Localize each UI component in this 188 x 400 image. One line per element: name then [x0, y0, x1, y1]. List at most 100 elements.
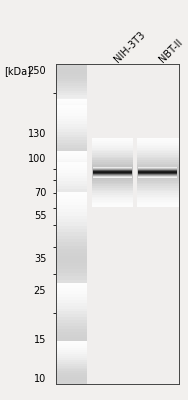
- Bar: [56, 66, 87, 69]
- Bar: [56, 180, 87, 183]
- Bar: [56, 206, 87, 208]
- Bar: [56, 373, 87, 375]
- Bar: [56, 57, 87, 59]
- Bar: [56, 28, 87, 30]
- Bar: [92, 198, 133, 200]
- Bar: [56, 103, 87, 104]
- Bar: [56, 175, 87, 178]
- Bar: [56, 334, 87, 338]
- Bar: [137, 186, 179, 188]
- Bar: [56, 387, 87, 389]
- Bar: [137, 200, 179, 202]
- Bar: [56, 243, 87, 246]
- Bar: [56, 300, 87, 303]
- Bar: [56, 120, 87, 122]
- Bar: [56, 210, 87, 212]
- Bar: [56, 110, 87, 113]
- Bar: [56, 366, 87, 368]
- Bar: [56, 210, 87, 213]
- Bar: [56, 280, 87, 283]
- Bar: [56, 108, 87, 110]
- Bar: [56, 189, 87, 191]
- Bar: [137, 179, 179, 181]
- Bar: [56, 144, 87, 146]
- Bar: [92, 157, 133, 158]
- Bar: [56, 212, 87, 214]
- Bar: [56, 282, 87, 286]
- Bar: [56, 344, 87, 346]
- Bar: [56, 262, 87, 265]
- Bar: [56, 118, 87, 120]
- Bar: [56, 369, 87, 372]
- Bar: [92, 195, 133, 196]
- Bar: [56, 195, 87, 197]
- Bar: [56, 378, 87, 381]
- Bar: [92, 202, 133, 204]
- Bar: [56, 306, 87, 310]
- Bar: [137, 157, 179, 158]
- Bar: [56, 346, 87, 349]
- Bar: [56, 132, 87, 134]
- Bar: [56, 96, 87, 98]
- Bar: [56, 232, 87, 236]
- Bar: [56, 358, 87, 360]
- Bar: [56, 184, 87, 187]
- Bar: [56, 100, 87, 103]
- Bar: [56, 86, 87, 88]
- Bar: [56, 323, 87, 326]
- Bar: [56, 286, 87, 290]
- Bar: [56, 308, 87, 312]
- Text: 130: 130: [28, 129, 46, 139]
- Bar: [56, 158, 87, 160]
- Bar: [137, 152, 179, 153]
- Bar: [56, 93, 87, 96]
- Bar: [56, 151, 87, 153]
- Bar: [56, 212, 87, 216]
- Bar: [56, 135, 87, 137]
- Bar: [92, 181, 133, 183]
- Bar: [137, 169, 179, 170]
- Bar: [56, 202, 87, 205]
- Bar: [56, 266, 87, 270]
- Bar: [56, 193, 87, 195]
- Bar: [92, 164, 133, 165]
- Bar: [56, 286, 87, 288]
- Bar: [56, 349, 87, 352]
- Bar: [56, 141, 87, 142]
- Bar: [56, 191, 87, 193]
- Bar: [92, 204, 133, 205]
- Bar: [56, 348, 87, 350]
- Bar: [56, 310, 87, 313]
- Bar: [137, 160, 179, 162]
- Bar: [56, 343, 87, 346]
- Bar: [56, 392, 87, 395]
- Bar: [92, 165, 133, 167]
- Bar: [56, 112, 87, 115]
- Bar: [92, 148, 133, 150]
- Bar: [56, 30, 87, 33]
- Bar: [56, 370, 87, 371]
- Bar: [56, 194, 87, 197]
- Bar: [56, 137, 87, 139]
- Bar: [56, 165, 87, 167]
- Bar: [56, 115, 87, 116]
- Bar: [56, 216, 87, 219]
- Text: NIH-3T3: NIH-3T3: [113, 29, 147, 64]
- Bar: [137, 158, 179, 160]
- Bar: [56, 197, 87, 200]
- Bar: [56, 142, 87, 144]
- Bar: [56, 59, 87, 62]
- Bar: [56, 320, 87, 323]
- Bar: [56, 317, 87, 320]
- Text: 15: 15: [34, 335, 46, 345]
- Bar: [56, 216, 87, 218]
- Bar: [56, 170, 87, 172]
- Bar: [56, 379, 87, 381]
- Bar: [92, 139, 133, 141]
- Bar: [56, 168, 87, 170]
- Bar: [56, 377, 87, 379]
- Bar: [56, 45, 87, 47]
- Bar: [56, 167, 87, 170]
- Bar: [56, 162, 87, 164]
- Bar: [56, 117, 87, 120]
